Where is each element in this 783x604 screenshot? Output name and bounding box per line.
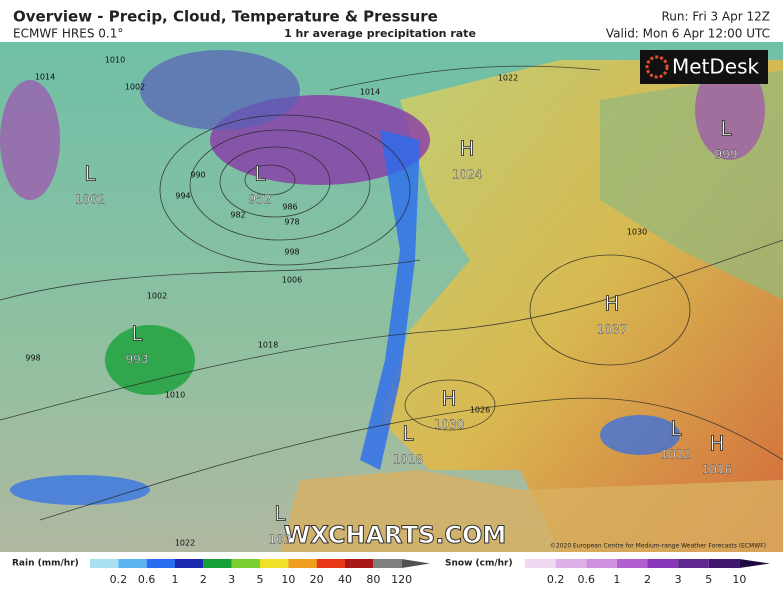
center-kind: H [459, 137, 474, 161]
legend-tick: 120 [391, 573, 412, 586]
legend-tick: 3 [675, 573, 682, 586]
legend-tick: 40 [338, 573, 352, 586]
legend-swatch [146, 559, 175, 568]
center-kind: L [254, 162, 266, 186]
center-value: 1018 [393, 453, 424, 467]
center-kind: L [670, 417, 682, 441]
legend-swatch [231, 559, 260, 568]
model: ECMWF HRES 0.1° [13, 27, 123, 41]
isobar-label: 1026 [470, 406, 490, 415]
center-kind: L [84, 162, 96, 186]
legend-tick: 0.6 [578, 573, 596, 586]
center-kind: L [720, 117, 732, 141]
legend-tick: 1 [172, 573, 179, 586]
isobar-label: 1018 [258, 341, 278, 350]
legend-swatch [260, 559, 289, 568]
isobar-label: 1030 [627, 228, 647, 237]
legend-swatch [203, 559, 232, 568]
legend-tick: 2 [200, 573, 207, 586]
isobar-label: 986 [282, 203, 297, 212]
isobar-label: 982 [230, 211, 245, 220]
legend-swatch [678, 559, 709, 568]
legend-swatch [586, 559, 617, 568]
isobar-label: 1014 [360, 88, 380, 97]
isobar-label: 1014 [35, 73, 55, 82]
legend-swatch [616, 559, 648, 568]
legend-swatch [647, 559, 679, 568]
legend-swatch [345, 559, 374, 568]
isobar-label: 1002 [147, 292, 167, 301]
center-kind: H [441, 387, 456, 411]
legend-swatch [288, 559, 317, 568]
legend-tick: 10 [281, 573, 295, 586]
legend-swatch [90, 559, 119, 568]
legend-tick: 0.2 [110, 573, 128, 586]
isobar-label: 994 [175, 192, 190, 201]
isobar-label: 978 [284, 218, 299, 227]
legend-tick: 80 [366, 573, 380, 586]
isobar-label: 990 [190, 171, 205, 180]
isobar-label: 998 [25, 354, 40, 363]
isobar-label: 1010 [165, 391, 185, 400]
isobar-label: 1006 [282, 276, 302, 285]
center-value: 1002 [75, 193, 106, 207]
title: Overview - Precip, Cloud, Temperature & … [13, 8, 438, 26]
center-kind: L [402, 422, 414, 446]
legend-tick: 20 [310, 573, 324, 586]
legend-tick: 10 [732, 573, 746, 586]
legend-tick: 3 [228, 573, 235, 586]
isobar-label: 1022 [498, 74, 518, 83]
isobar-label: 998 [284, 248, 299, 257]
legend-swatch [373, 559, 402, 568]
center-value: 1016 [702, 463, 733, 477]
legend-tick: 5 [257, 573, 264, 586]
center-value: 1030 [434, 418, 465, 432]
legend-tick: 2 [644, 573, 651, 586]
legend-tick: 0.6 [138, 573, 156, 586]
legend-tick: 1 [613, 573, 620, 586]
center-value: 102 [269, 533, 292, 547]
isobar-label: 1002 [125, 83, 145, 92]
legend-swatch [555, 559, 587, 568]
subtitle: 1 hr average precipitation rate [284, 27, 476, 40]
legend-swatch [525, 559, 556, 568]
center-value: 999 [715, 148, 738, 162]
legend-swatch [316, 559, 345, 568]
snow-label: Snow (cm/hr) [445, 559, 513, 569]
center-kind: H [709, 432, 724, 456]
logo-icon [645, 55, 669, 79]
run: Run: Fri 3 Apr 12Z [662, 10, 771, 24]
center-kind: L [274, 502, 286, 526]
legend-swatch [708, 559, 740, 568]
logo-box [640, 50, 768, 84]
legend-swatch [118, 559, 147, 568]
rain-label: Rain (mm/hr) [12, 559, 79, 569]
legend-swatch [175, 559, 204, 568]
center-value: 1037 [597, 323, 628, 337]
center-value: 952 [249, 193, 272, 207]
center-value: 1024 [452, 168, 483, 182]
copyright: ©2020 European Centre for Medium-range W… [550, 543, 766, 550]
legend-swatch [401, 559, 430, 568]
legend-tick: 5 [705, 573, 712, 586]
center-value: 1012 [661, 448, 692, 462]
isobar-label: 1010 [105, 56, 125, 65]
watermark: WXCHARTS.COM [284, 521, 506, 549]
center-kind: H [604, 292, 619, 316]
legend-swatch [739, 559, 770, 568]
isobar-label: 1022 [175, 539, 195, 548]
legend-tick: 0.2 [547, 573, 565, 586]
center-value: 993 [126, 353, 149, 367]
map [0, 42, 783, 552]
valid: Valid: Mon 6 Apr 12:00 UTC [606, 27, 770, 41]
center-kind: L [131, 322, 143, 346]
logo: MetDesk [672, 55, 760, 79]
